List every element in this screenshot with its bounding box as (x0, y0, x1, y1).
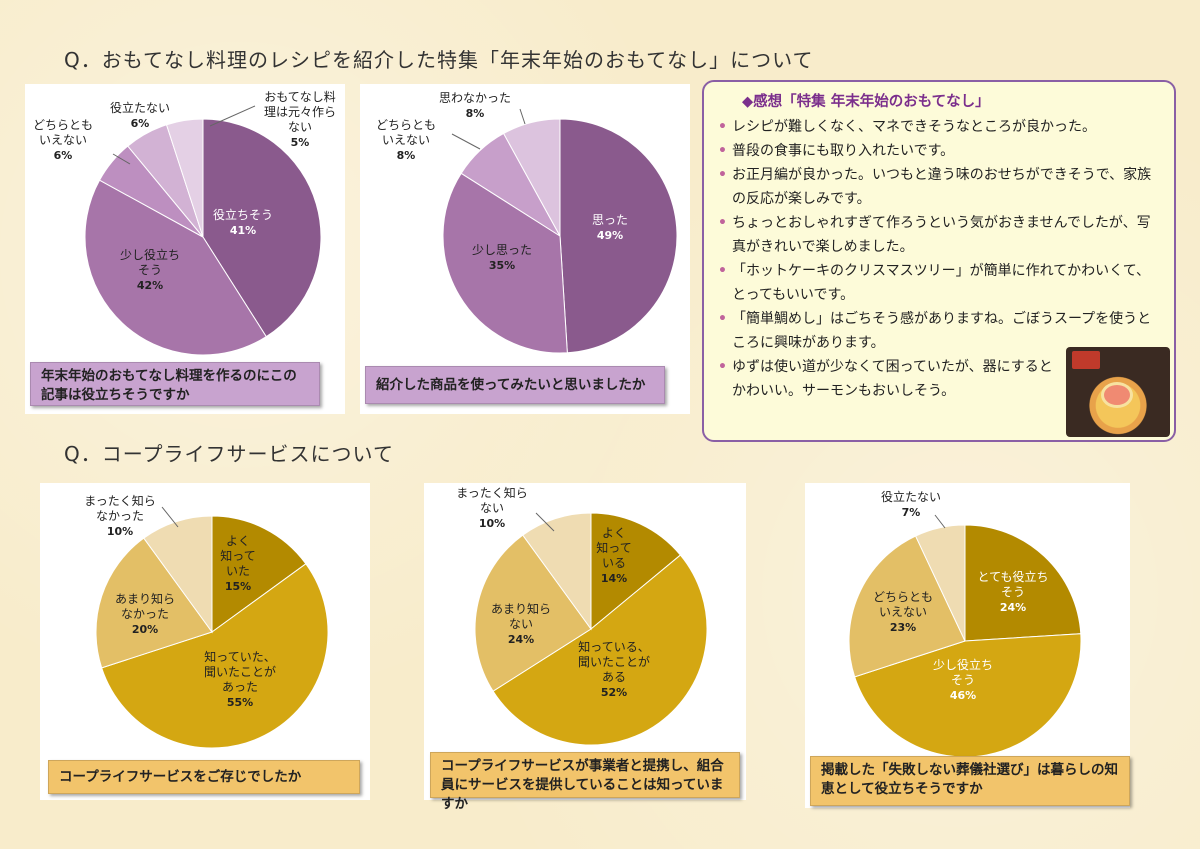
pie-chart-4: よく知っている 14% 知っている、聞いたことがある 52% あまり知らない 24% まった… (456, 486, 708, 746)
slice-label: あまり知らなかった 20% (115, 592, 175, 636)
slice-label: どちらともいえない 8% (376, 118, 436, 162)
comment-item: • ちょっとおしゃれすぎて作ろうという気がおきませんでしたが、写真がきれいで楽しめ… (718, 211, 1162, 259)
pie-slice (502, 118, 561, 237)
comments-box: ◆感想「特集 年末年始のおもてなし」 • レシピが難しくなく、マネできそうなところ… (702, 80, 1176, 442)
slice-label: とても役立ちそう 24% (977, 569, 1048, 614)
slice-label: 少し思った 35% (472, 243, 532, 272)
slice-label: 役立ちそう 41% (213, 207, 273, 237)
comment-item: • お正月編が良かった。いつもと違う味のおせちができそうで、家族の反応が楽しみです… (718, 163, 1162, 211)
slice-label: どちらともいえない 23% (873, 590, 933, 634)
chart-caption-1: 年末年始のおもてなし料理を作るのにこの記事は役立ちそうですか (30, 362, 320, 406)
comment-item: • レシピが難しくなく、マネできそうなところが良かった。 (718, 115, 1162, 139)
slice-label: 思わなかった 8% (439, 91, 511, 120)
leader-line (451, 133, 481, 150)
pie-slice (522, 512, 592, 631)
slice-label: 役立たない 6% (110, 100, 170, 130)
slice-label: 役立たない 7% (881, 489, 941, 519)
comments-title: ◆感想「特集 年末年始のおもてなし」 (742, 94, 990, 110)
slice-label: 少し役立ちそう 46% (933, 657, 993, 702)
yuzu-dish-photo (1066, 347, 1170, 437)
chart-panel-3: よく知っていた 15% 知っていた、聞いたことがあった 55% あまり知らなかった 20%… (40, 483, 370, 800)
pie-slice (964, 524, 1082, 642)
comment-item: • 「ホットケーキのクリスマスツリー」が簡単に作れてかわいくて、とってもいいです。 (718, 259, 1162, 307)
pie-slice (95, 537, 213, 669)
slice-label: おもてなし料理は元々作らない 5% (264, 90, 336, 149)
pie-chart-2: 思った 49% 少し思った 35% どちらともいえない 8%思わなかった 8% (376, 91, 678, 354)
pie-slice (143, 515, 213, 634)
pie-slice (854, 633, 1082, 758)
slice-label: よく知っている 14% (596, 526, 631, 585)
pie-slice (202, 118, 322, 338)
pie-slice (848, 535, 966, 678)
pie-slice (84, 179, 267, 356)
chart-panel-5: とても役立ちそう 24% 少し役立ちそう 46% どちらともいえない 23% 役立たない 7% (805, 483, 1130, 808)
pie-chart-3: よく知っていた 15% 知っていた、聞いたことがあった 55% あまり知らなかった 20%… (84, 494, 329, 749)
bullet-icon: • (718, 167, 727, 183)
leader-line (535, 512, 555, 532)
slice-label: 思った 49% (592, 213, 628, 242)
photo-badge (1072, 351, 1100, 369)
chart-panel-4: よく知っている 14% 知っている、聞いたことがある 52% あまり知らない 24% まった… (424, 483, 746, 800)
bullet-icon: • (718, 359, 727, 375)
bullet-icon: • (718, 143, 727, 159)
slice-label: 知っていた、聞いたことがあった 55% (204, 650, 276, 709)
slice-label: あまり知らない 24% (491, 602, 551, 646)
slice-label: どちらともいえない 6% (33, 118, 93, 162)
slice-label: まったく知らなかった 10% (84, 494, 156, 538)
section2-title: Q．コープライフサービスについて (64, 442, 394, 466)
pie-slice (474, 534, 592, 692)
pie-slice (101, 563, 329, 749)
bullet-icon: • (718, 263, 727, 279)
comment-item: • ゆずは使い道が少なくて困っていたが、器にするとかわいい。サーモンもおいしそう。 (718, 355, 1162, 403)
leader-line (209, 105, 256, 127)
leader-line (934, 514, 946, 529)
chart-caption-2: 紹介した商品を使ってみたいと思いましたか (365, 366, 665, 404)
pie-slice (165, 118, 204, 238)
slice-label: 少し役立ちそう 42% (120, 247, 180, 292)
pie-slice (492, 554, 708, 746)
salmon-image (1104, 385, 1130, 405)
slice-label: まったく知らない 10% (456, 486, 528, 530)
comment-item: • 普段の食事にも取り入れたいです。 (718, 139, 1162, 163)
leader-line (519, 108, 526, 125)
pie-slice (914, 524, 966, 642)
pie-chart-5: とても役立ちそう 24% 少し役立ちそう 46%どちらともいえない 23% 役立たない 7% (848, 489, 1082, 758)
bullet-icon: • (718, 311, 727, 327)
chart-caption-5: 掲載した「失敗しない葬儀社選び」は暮らしの知恵として役立ちそうですか (810, 756, 1130, 806)
bullet-icon: • (718, 119, 727, 135)
section1-title: Q．おもてなし料理のレシピを紹介した特集「年末年始のおもてなし」について (64, 48, 814, 72)
comments-list: • レシピが難しくなく、マネできそうなところが良かった。 • 普段の食事にも取り入れ… (718, 115, 1162, 403)
pie-slice (559, 118, 678, 354)
bullet-icon: • (718, 215, 727, 231)
chart-panel-1: 役立ちそう 41% 少し役立ちそう 42% どちらともいえない 6% 役立たない 6% おもてな… (25, 84, 345, 414)
chart-caption-4: コープライフサービスが事業者と提携し、組合員にサービスを提供していることは知って… (430, 752, 740, 812)
slice-label: 知っている、聞いたことがある 52% (578, 640, 650, 699)
slice-label: よく知っていた 15% (220, 534, 255, 593)
pie-chart-1: 役立ちそう 41% 少し役立ちそう 42% どちらともいえない 6% 役立たない 6% おもてな… (33, 90, 336, 356)
pie-slice (590, 512, 682, 631)
chart-panel-2: 思った 49% 少し思った 35% どちらともいえない 8% 思わなかった 8% (360, 84, 690, 414)
leader-line (112, 153, 131, 165)
leader-line (161, 506, 179, 528)
pie-slice (211, 515, 307, 633)
chart-caption-3: コープライフサービスをご存じでしたか (48, 760, 360, 794)
pie-slice (442, 172, 568, 354)
comment-item: • 「簡単鯛めし」はごちそう感がありますね。ごぼうスープを使うところに興味がありま… (718, 307, 1162, 355)
